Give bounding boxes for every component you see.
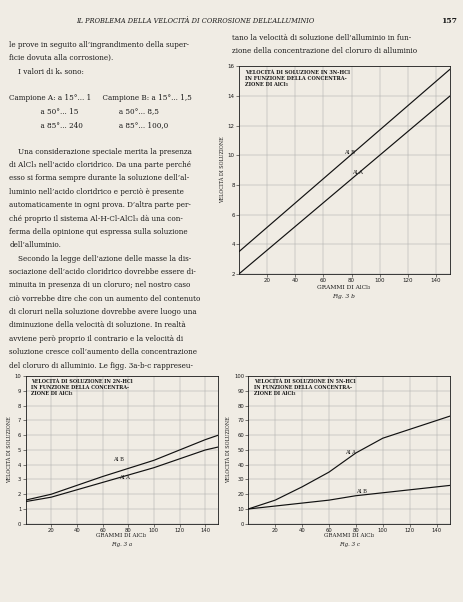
Text: IL PROBLEMA DELLA VELOCITÀ DI CORROSIONE DELL’ALLUMINIO: IL PROBLEMA DELLA VELOCITÀ DI CORROSIONE… <box>75 17 313 25</box>
Text: automaticamente in ogni prova. D’altra parte per-: automaticamente in ogni prova. D’altra p… <box>9 201 191 209</box>
Text: sociazione dell’acido cloridrico dovrebbe essere di-: sociazione dell’acido cloridrico dovrebb… <box>9 268 196 276</box>
Text: GRAMMI DI AlCl₃: GRAMMI DI AlCl₃ <box>316 285 369 290</box>
Text: GRAMMI DI AlCl₃: GRAMMI DI AlCl₃ <box>96 533 146 538</box>
Text: avviene però proprio il contrario e la velocità di: avviene però proprio il contrario e la v… <box>9 335 183 343</box>
Text: del cloruro di alluminio. Le figg. 3a-b-c rappreseu-: del cloruro di alluminio. Le figg. 3a-b-… <box>9 362 193 370</box>
Text: Al B: Al B <box>113 457 124 462</box>
Text: Fig. 3 c: Fig. 3 c <box>338 542 359 547</box>
Text: Una considerazione speciale merita la presenza: Una considerazione speciale merita la pr… <box>9 147 192 156</box>
Text: Fig. 3 a: Fig. 3 a <box>111 542 132 547</box>
Text: dell’alluminio.: dell’alluminio. <box>9 241 61 249</box>
Text: luminio nell’acido cloridrico e perciò è presente: luminio nell’acido cloridrico e perciò è… <box>9 188 184 196</box>
Text: zione della concentrazione del cloruro di alluminio: zione della concentrazione del cloruro d… <box>232 48 416 55</box>
Text: VELOCITÀ DI SOLUZIONE IN 2N-HCl
IN FUNZIONE DELLA CONCENTRA-
ZIONE DI AlCl₃: VELOCITÀ DI SOLUZIONE IN 2N-HCl IN FUNZI… <box>31 379 132 396</box>
Text: Al A: Al A <box>344 450 355 455</box>
Text: Campione A: a 15°... 1     Campione B: a 15°... 1,5: Campione A: a 15°... 1 Campione B: a 15°… <box>9 95 192 102</box>
Text: soluzione cresce coll’aumento della concentrazione: soluzione cresce coll’aumento della conc… <box>9 348 197 356</box>
Text: a 85°... 240                a 85°... 100,0: a 85°... 240 a 85°... 100,0 <box>9 121 168 129</box>
Text: ficie dovuta alla corrosione).: ficie dovuta alla corrosione). <box>9 54 113 62</box>
Text: Al B: Al B <box>355 489 366 494</box>
Text: Al B: Al B <box>344 150 355 155</box>
Text: minuita in presenza di un cloruro; nel nostro caso: minuita in presenza di un cloruro; nel n… <box>9 281 190 290</box>
Text: ferma della opinione qui espressa sulla soluzione: ferma della opinione qui espressa sulla … <box>9 228 188 236</box>
Text: VELOCITÀ DI SOLUZIONE IN 5N-HCl
IN FUNZIONE DELLA CONCENTRA-
ZIONE DI AlCl₃: VELOCITÀ DI SOLUZIONE IN 5N-HCl IN FUNZI… <box>254 379 355 396</box>
Text: esso si forma sempre durante la soluzione dell’al-: esso si forma sempre durante la soluzion… <box>9 175 189 182</box>
Text: di AlCl₃ nell’acido cloridrico. Da una parte perché: di AlCl₃ nell’acido cloridrico. Da una p… <box>9 161 191 169</box>
Text: di cloruri nella soluzione dovrebbe avere luogo una: di cloruri nella soluzione dovrebbe aver… <box>9 308 196 316</box>
Text: ché proprio il sistema Al-H-Cl-AlCl₃ dà una con-: ché proprio il sistema Al-H-Cl-AlCl₃ dà … <box>9 214 183 223</box>
Text: I valori di kₛ sono:: I valori di kₛ sono: <box>9 67 84 75</box>
Text: tano la velocità di soluzione dell’alluminio in fun-: tano la velocità di soluzione dell’allum… <box>232 34 410 42</box>
Text: Al A: Al A <box>351 170 362 175</box>
Text: diminuzione della velocità di soluzione. In realtà: diminuzione della velocità di soluzione.… <box>9 321 186 329</box>
Text: VELOCITÀ DI SOLUZIONE IN 3N-HCl
IN FUNZIONE DELLA CONCENTRA-
ZIONE DI AlCl₃: VELOCITÀ DI SOLUZIONE IN 3N-HCl IN FUNZI… <box>245 70 350 87</box>
Text: GRAMMI DI AlCl₃: GRAMMI DI AlCl₃ <box>324 533 374 538</box>
Text: a 50°... 15                  a 50°... 8,5: a 50°... 15 a 50°... 8,5 <box>9 108 159 116</box>
Text: Al A: Al A <box>119 475 130 480</box>
Text: 157: 157 <box>440 17 456 25</box>
Text: Fig. 3 b: Fig. 3 b <box>331 294 354 299</box>
Text: le prove in seguito all’ingrandimento della super-: le prove in seguito all’ingrandimento de… <box>9 41 189 49</box>
Y-axis label: VELOCITÀ DI SOLUZIONE: VELOCITÀ DI SOLUZIONE <box>225 417 231 483</box>
Y-axis label: VELOCITÀ DI SOLUZIONE: VELOCITÀ DI SOLUZIONE <box>219 137 225 203</box>
Y-axis label: VELOCITÀ DI SOLUZIONE: VELOCITÀ DI SOLUZIONE <box>7 417 12 483</box>
Text: ciò vorrebbe dire che con un aumento del contenuto: ciò vorrebbe dire che con un aumento del… <box>9 295 200 303</box>
Text: Secondo la legge dell’azione delle masse la dis-: Secondo la legge dell’azione delle masse… <box>9 255 191 262</box>
